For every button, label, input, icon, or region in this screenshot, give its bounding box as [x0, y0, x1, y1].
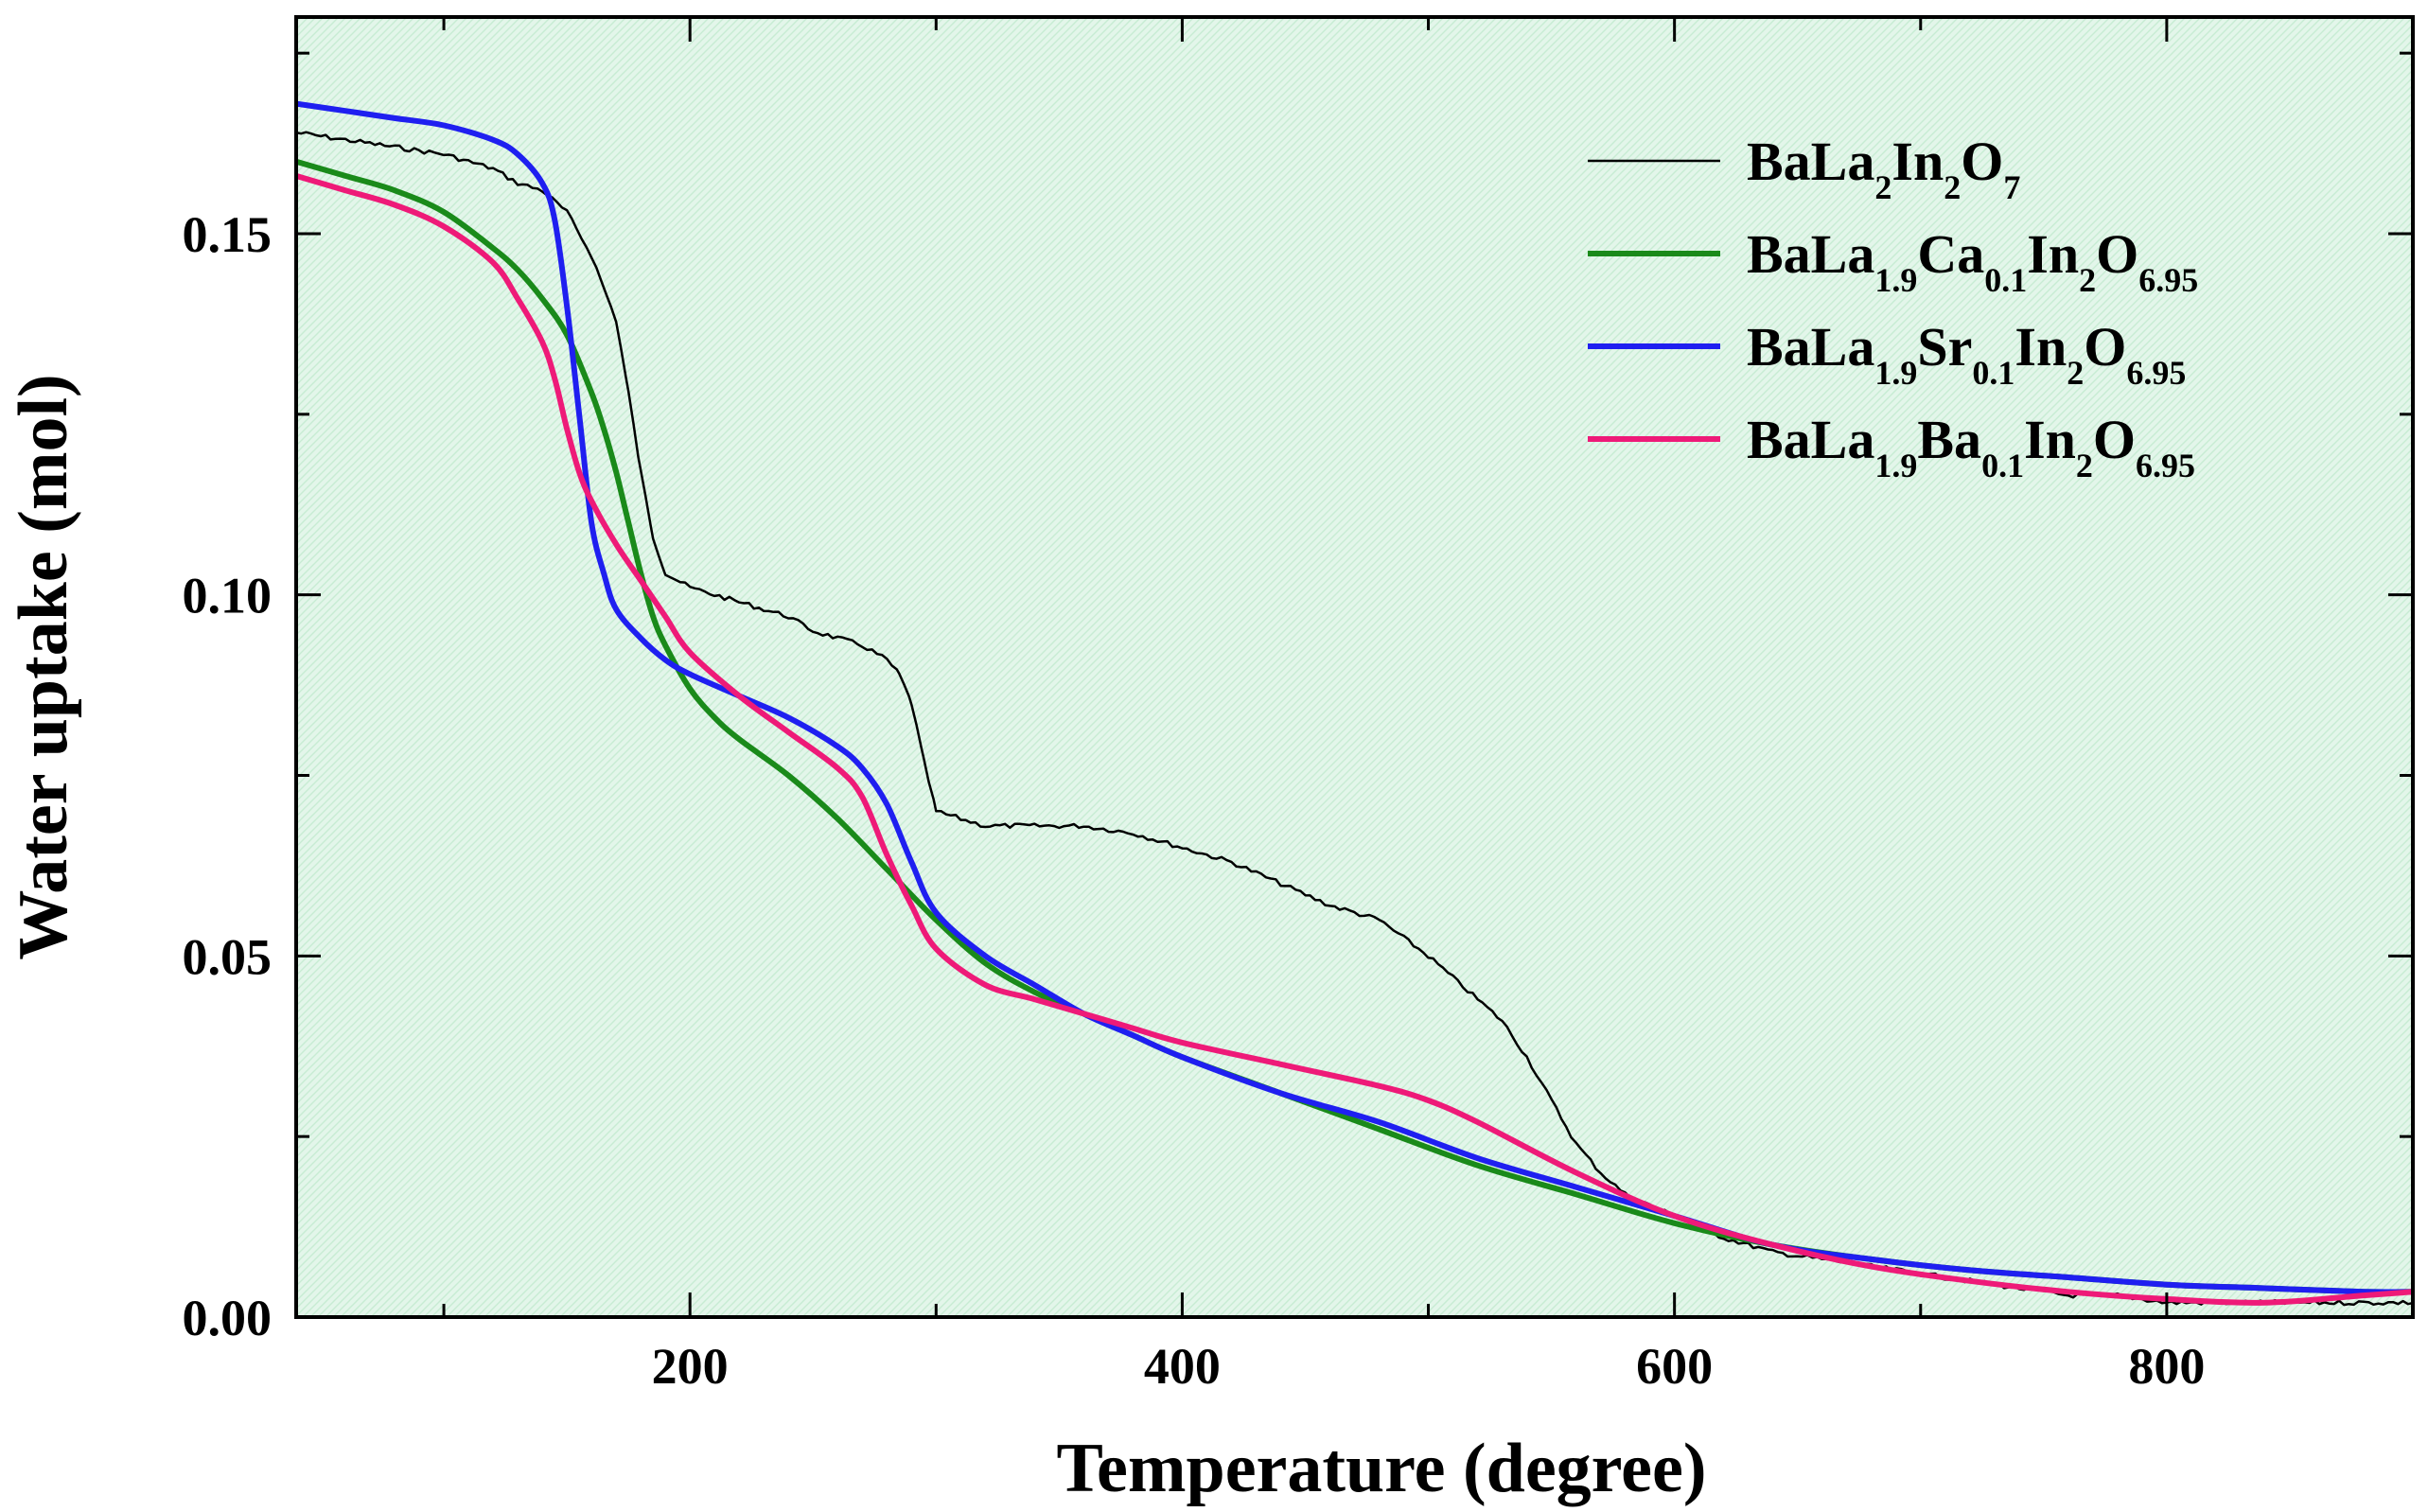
x-axis-label: Temperature (degree)	[1056, 1430, 1706, 1507]
legend-label: BaLa1.9Ca0.1In2O6.95	[1747, 223, 2198, 299]
y-tick-label: 0.15	[183, 206, 273, 263]
y-tick-labels: 0.00 0.05 0.10 0.15	[183, 206, 273, 1346]
plot-area-background	[296, 17, 2413, 1317]
y-tick-label: 0.10	[183, 568, 273, 624]
legend-label: BaLa1.9Ba0.1In2O6.95	[1747, 409, 2195, 484]
y-tick-label: 0.05	[183, 928, 273, 985]
x-tick-label: 800	[2128, 1338, 2205, 1395]
series-layer	[296, 100, 2413, 1307]
legend-label: BaLa2In2O7	[1747, 131, 2020, 206]
x-tick-label: 200	[652, 1338, 729, 1395]
plot-frame	[294, 15, 2415, 1319]
x-tick-labels: 200 400 600 800	[652, 1338, 2206, 1395]
legend-label: BaLa1.9Sr0.1In2O6.95	[1747, 316, 2186, 392]
x-tick-label: 400	[1144, 1338, 1221, 1395]
y-axis-label: Water uptake (mol)	[5, 374, 82, 959]
y-tick-label: 0.00	[183, 1290, 273, 1346]
x-tick-label: 600	[1636, 1338, 1713, 1395]
series-line-BaLa1.9Sr0.1In2O6.95	[296, 100, 2413, 1295]
legend: BaLa2In2O7 BaLa1.9Ca0.1In2O6.95 BaLa1.9Sr0…	[1588, 131, 2198, 484]
series-line-BaLa1.9Ba0.1In2O6.95	[296, 172, 2413, 1306]
